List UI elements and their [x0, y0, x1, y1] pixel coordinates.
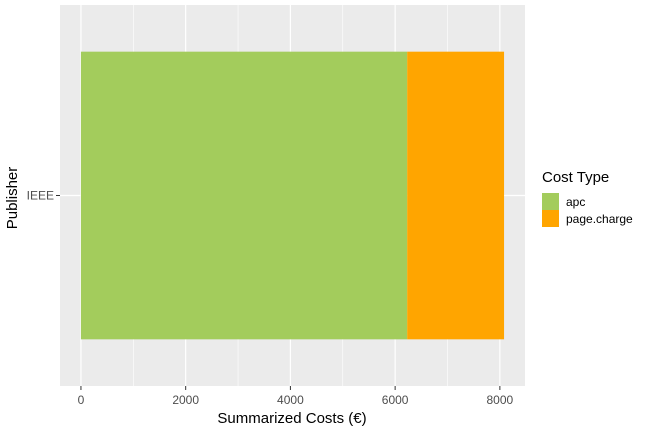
legend-label: apc [566, 195, 585, 209]
bar-page-charge [407, 51, 505, 340]
x-tick-label: 2000 [172, 393, 199, 407]
y-tick-label: IEEE [27, 189, 54, 203]
x-tick-label: 6000 [382, 393, 409, 407]
x-axis-title: Summarized Costs (€) [217, 410, 366, 427]
legend-label: page.charge [566, 212, 633, 226]
legend-key-apc [542, 193, 559, 210]
legend-items: apc page.charge [542, 193, 633, 227]
x-tick-label: 8000 [487, 393, 514, 407]
legend-key-page-charge [542, 210, 559, 227]
legend-title: Cost Type [542, 169, 609, 186]
bar-apc [80, 51, 408, 340]
y-axis-title: Publisher [4, 167, 21, 230]
bars [80, 51, 505, 340]
x-tick-label: 4000 [277, 393, 304, 407]
legend: Cost Type apc page.charge [542, 169, 633, 227]
x-tick-label: 0 [78, 393, 85, 407]
x-axis-ticks: 0 2000 4000 6000 8000 [78, 386, 514, 407]
y-axis-ticks: IEEE [27, 189, 60, 203]
